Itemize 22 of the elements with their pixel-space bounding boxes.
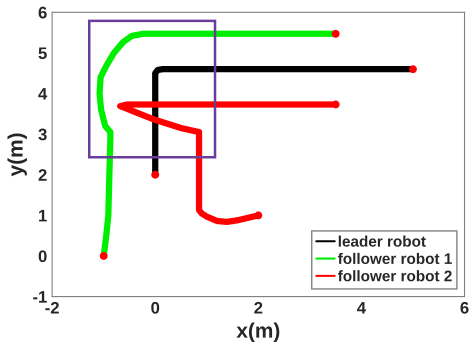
legend-label: leader robot — [338, 236, 426, 247]
x-tick-label: 2 — [254, 302, 262, 314]
legend-label: follower robot 2 — [338, 270, 452, 282]
point — [151, 170, 160, 179]
y-tick-label: 0 — [38, 250, 47, 262]
y-tick-label: 1 — [39, 210, 47, 222]
x-tick-label: 4 — [357, 302, 366, 314]
y-tick-label: 6 — [38, 6, 47, 18]
x-axis-title: x(m) — [236, 322, 280, 342]
y-tick-label: 3 — [38, 128, 47, 140]
y-tick-label: 4 — [38, 88, 48, 100]
y-tick-label: -1 — [33, 291, 47, 303]
x-tick-label: 6 — [460, 302, 469, 314]
y-axis-title: y(m) — [7, 133, 27, 176]
point — [409, 65, 417, 74]
point — [332, 30, 340, 38]
y-tick-label: 5 — [38, 47, 47, 60]
legend-label: follower robot 1 — [338, 252, 452, 264]
x-tick-label: -2 — [45, 302, 59, 314]
y-tick-label: 2 — [38, 169, 47, 181]
point — [100, 252, 108, 260]
x-tick-label: 0 — [151, 302, 160, 314]
